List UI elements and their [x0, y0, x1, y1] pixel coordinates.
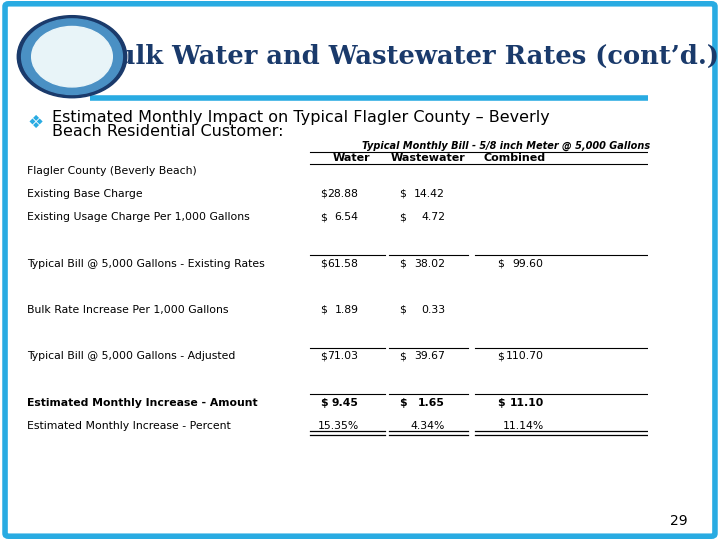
Text: Existing Base Charge: Existing Base Charge — [27, 189, 143, 199]
Text: 99.60: 99.60 — [513, 259, 544, 268]
Text: 11.14%: 11.14% — [503, 421, 544, 431]
Text: Typical Monthly Bill - 5/8 inch Meter @ 5,000 Gallons: Typical Monthly Bill - 5/8 inch Meter @ … — [361, 140, 650, 151]
Text: Beach Residential Customer:: Beach Residential Customer: — [52, 124, 284, 139]
Text: 28.88: 28.88 — [328, 189, 359, 199]
Text: $: $ — [400, 259, 407, 268]
Text: 11.10: 11.10 — [509, 398, 544, 408]
Text: $: $ — [320, 189, 328, 199]
Text: Bulk Rate Increase Per 1,000 Gallons: Bulk Rate Increase Per 1,000 Gallons — [27, 305, 229, 315]
Text: $: $ — [320, 212, 328, 222]
Text: 71.03: 71.03 — [328, 352, 359, 361]
Text: Existing Usage Charge Per 1,000 Gallons: Existing Usage Charge Per 1,000 Gallons — [27, 212, 250, 222]
Text: Flagler County (Beverly Beach): Flagler County (Beverly Beach) — [27, 166, 197, 176]
Text: 9.45: 9.45 — [332, 398, 359, 408]
Text: Wastewater: Wastewater — [391, 153, 466, 163]
Text: $: $ — [497, 259, 504, 268]
Text: 1.65: 1.65 — [418, 398, 445, 408]
Text: $: $ — [497, 398, 505, 408]
Text: 4.34%: 4.34% — [410, 421, 445, 431]
Text: 15.35%: 15.35% — [318, 421, 359, 431]
Text: $: $ — [497, 352, 504, 361]
Text: 6.54: 6.54 — [335, 212, 359, 222]
Text: Bulk Water and Wastewater Rates (cont’d.): Bulk Water and Wastewater Rates (cont’d.… — [95, 44, 719, 69]
Text: $: $ — [400, 398, 408, 408]
Text: $: $ — [400, 305, 407, 315]
Text: $: $ — [400, 212, 407, 222]
Text: 61.58: 61.58 — [328, 259, 359, 268]
Text: $: $ — [320, 398, 328, 408]
Text: 4.72: 4.72 — [421, 212, 445, 222]
Text: 0.33: 0.33 — [420, 305, 445, 315]
Text: Estimated Monthly Increase - Percent: Estimated Monthly Increase - Percent — [27, 421, 231, 431]
Text: 29: 29 — [670, 514, 688, 528]
Text: 39.67: 39.67 — [414, 352, 445, 361]
Text: Typical Bill @ 5,000 Gallons - Adjusted: Typical Bill @ 5,000 Gallons - Adjusted — [27, 352, 235, 361]
Text: Water: Water — [333, 153, 370, 163]
Text: Combined: Combined — [484, 153, 546, 163]
Text: $: $ — [320, 259, 328, 268]
Text: Estimated Monthly Impact on Typical Flagler County – Beverly: Estimated Monthly Impact on Typical Flag… — [52, 110, 549, 125]
Text: Typical Bill @ 5,000 Gallons - Existing Rates: Typical Bill @ 5,000 Gallons - Existing … — [27, 259, 265, 268]
Text: ❖: ❖ — [27, 114, 43, 132]
Text: 1.89: 1.89 — [335, 305, 359, 315]
Text: 14.42: 14.42 — [414, 189, 445, 199]
Text: $: $ — [320, 305, 328, 315]
Text: 38.02: 38.02 — [414, 259, 445, 268]
Text: Estimated Monthly Increase - Amount: Estimated Monthly Increase - Amount — [27, 398, 258, 408]
Text: $: $ — [320, 352, 328, 361]
Text: $: $ — [400, 189, 407, 199]
Text: $: $ — [400, 352, 407, 361]
Text: 110.70: 110.70 — [505, 352, 544, 361]
